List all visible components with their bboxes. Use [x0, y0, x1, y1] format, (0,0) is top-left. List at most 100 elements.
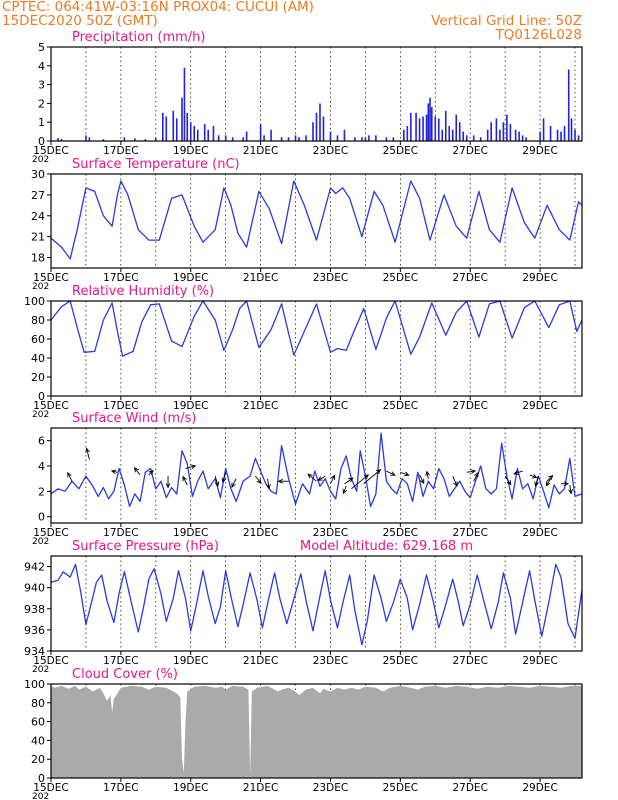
wind-arrow: [529, 474, 538, 479]
precip-bar: [542, 118, 545, 141]
precip-bar: [451, 129, 454, 141]
x-tick-label: 15DEC: [33, 655, 68, 667]
precip-bar: [422, 116, 424, 141]
x-tick-label: 19DEC: [173, 782, 208, 794]
precip-bar: [102, 139, 105, 141]
precip-bar: [392, 137, 395, 141]
x-tick-label: 15DEC: [33, 272, 68, 284]
wind-arrow: [363, 469, 382, 485]
precip-bar: [441, 129, 444, 141]
panel-title: Surface Wind (m/s): [72, 411, 196, 426]
wind-arrow: [400, 471, 410, 477]
x-tick-label: 19DEC: [173, 400, 208, 412]
precip-bar: [280, 137, 283, 141]
precip-bar: [193, 125, 196, 141]
x-year-label: 202: [32, 537, 49, 547]
y-tick-label: 0: [38, 135, 45, 148]
x-tick-label: 21DEC: [243, 272, 278, 284]
x-tick-label: 19DEC: [173, 655, 208, 667]
y-tick-label: 20: [31, 753, 45, 766]
precip-bar: [259, 124, 262, 141]
panel-5: 0 20 40 60 80 100 15DEC 17DEC 19DEC 21DEC 23DEC 25D…: [24, 667, 583, 800]
wind-arrow: [231, 478, 237, 488]
x-tick-label: 23DEC: [313, 527, 348, 539]
precip-bar: [245, 131, 248, 141]
x-tick-label: 15DEC: [33, 400, 68, 412]
wind-arrow: [561, 481, 570, 487]
panel-1: 18 21 24 27 30 15DEC 17DEC 19DEC 21DEC 23DEC 25DEC…: [31, 157, 583, 292]
wind-arrow: [214, 476, 220, 487]
y-tick-label: 1: [38, 116, 45, 129]
wind-arrow: [386, 470, 396, 476]
panel-title: Cloud Cover (%): [72, 667, 178, 682]
x-tick-label: 23DEC: [313, 655, 348, 667]
wind-arrow: [473, 471, 479, 482]
precip-bar: [518, 131, 520, 141]
precip-bar: [368, 135, 370, 141]
precip-bar: [263, 135, 265, 141]
y-tick-label: 6: [38, 435, 45, 448]
precip-bar: [231, 137, 234, 141]
wind-arrow: [277, 478, 289, 484]
x-tick-label: 17DEC: [103, 527, 138, 539]
wind-arrow: [110, 469, 118, 475]
x-tick-label: 15DEC: [33, 527, 68, 539]
precip-bar: [425, 114, 428, 141]
precip-bar: [521, 135, 524, 141]
precip-bar: [60, 139, 63, 141]
wind-arrow: [165, 476, 171, 489]
y-tick-label: 940: [24, 582, 45, 595]
precip-bar: [448, 125, 451, 141]
x-tick-label: 25DEC: [383, 782, 418, 794]
wind-arrow: [330, 474, 336, 484]
y-tick-label: 5: [38, 41, 45, 54]
precip-bar: [354, 137, 356, 141]
precip-bar: [361, 137, 363, 141]
y-tick-label: 4: [38, 460, 45, 473]
precip-bar: [155, 138, 157, 141]
precip-bar: [287, 137, 290, 141]
y-tick-label: 0: [38, 390, 45, 403]
precip-bar: [472, 135, 475, 141]
x-tick-label: 27DEC: [452, 655, 487, 667]
y-tick-label: 21: [31, 231, 45, 244]
wind-arrow: [148, 469, 154, 476]
precip-bar: [514, 129, 517, 141]
precip-bar: [499, 129, 501, 141]
x-tick-label: 17DEC: [103, 782, 138, 794]
precip-bar: [144, 139, 147, 141]
precip-bar: [539, 131, 541, 141]
x-tick-label: 29DEC: [522, 400, 557, 412]
x-tick-label: 29DEC: [522, 145, 557, 157]
x-tick-label: 19DEC: [173, 527, 208, 539]
panel-title: Surface Pressure (hPa): [72, 539, 219, 554]
panel-frame: [50, 427, 583, 524]
precip-bar: [175, 118, 178, 141]
precip-bar: [556, 129, 559, 141]
panel-title: Surface Temperature (nC): [72, 157, 240, 172]
x-year-label: 202: [32, 792, 49, 800]
precip-bar: [322, 116, 325, 141]
y-tick-label: 80: [31, 314, 45, 327]
wind-arrow: [221, 472, 227, 484]
precip-bar: [495, 118, 498, 141]
y-tick-label: 934: [24, 645, 45, 658]
x-year-label: 202: [32, 410, 49, 420]
precip-bar: [161, 112, 164, 141]
x-year-label: 202: [32, 155, 49, 165]
precip-bar: [270, 129, 272, 141]
precip-bar: [224, 135, 227, 141]
precip-bar: [123, 137, 126, 141]
precip-bar: [560, 131, 562, 141]
x-tick-label: 25DEC: [383, 145, 418, 157]
wind-arrow: [568, 484, 573, 495]
x-tick-label: 29DEC: [522, 782, 557, 794]
precip-bar: [298, 137, 300, 141]
x-tick-label: 29DEC: [522, 527, 557, 539]
y-tick-label: 24: [31, 210, 45, 223]
precip-bar: [242, 137, 244, 141]
x-tick-label: 25DEC: [383, 400, 418, 412]
precip-bar: [563, 125, 566, 141]
panel-0: 0 1 2 3 4 5 15DEC 17DEC 19DEC 21DEC 23DEC 25DEC 27DE…: [32, 30, 583, 165]
wind-arrow: [513, 470, 523, 475]
